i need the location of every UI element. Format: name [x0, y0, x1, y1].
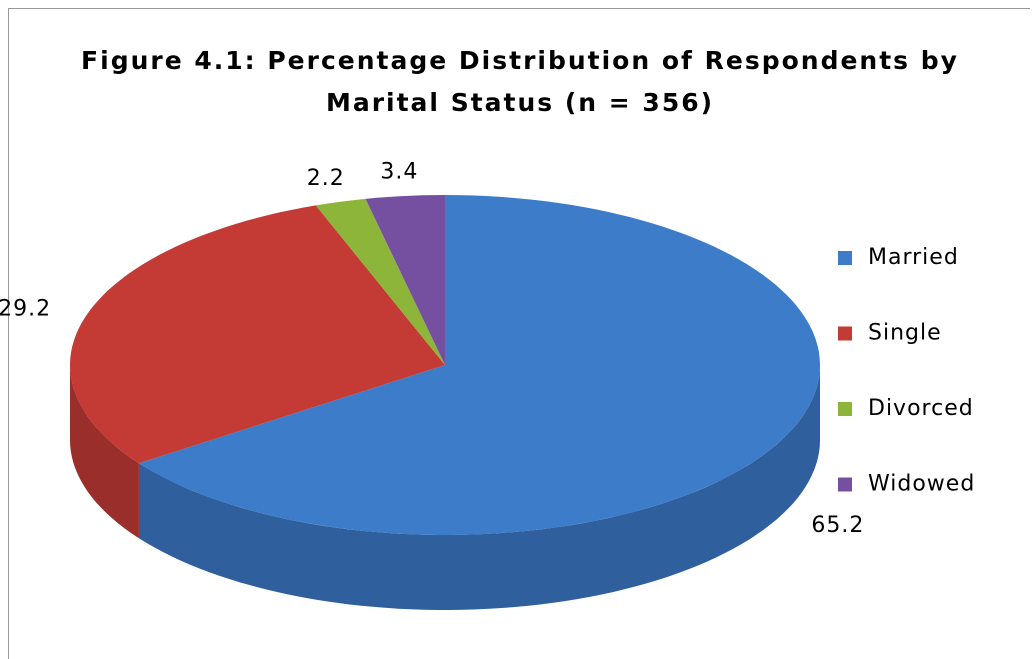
- slice: [70, 205, 445, 464]
- slice-side: [70, 365, 139, 539]
- slice: [315, 198, 445, 365]
- legend-label: Widowed: [868, 472, 975, 497]
- data-label: 29.2: [0, 296, 51, 321]
- data-label: 2.2: [307, 166, 345, 191]
- data-label: 65.2: [811, 513, 864, 538]
- slice-side-shade: [70, 365, 139, 539]
- legend-swatch: [838, 477, 852, 492]
- chart-title: Figure 4.1: Percentage Distribution of R…: [81, 46, 959, 117]
- data-label: 3.4: [380, 159, 418, 184]
- chart-frame: [8, 8, 1030, 659]
- slice-side-shade: [138, 365, 820, 610]
- slice-side: [138, 365, 820, 610]
- legend-swatch: [838, 326, 852, 341]
- legend-label: Married: [868, 245, 959, 270]
- legend-swatch: [838, 402, 852, 416]
- legend-swatch: [838, 251, 852, 265]
- slice: [365, 195, 445, 365]
- legend-label: Single: [868, 321, 942, 346]
- slice: [138, 195, 820, 535]
- legend-label: Divorced: [868, 396, 974, 421]
